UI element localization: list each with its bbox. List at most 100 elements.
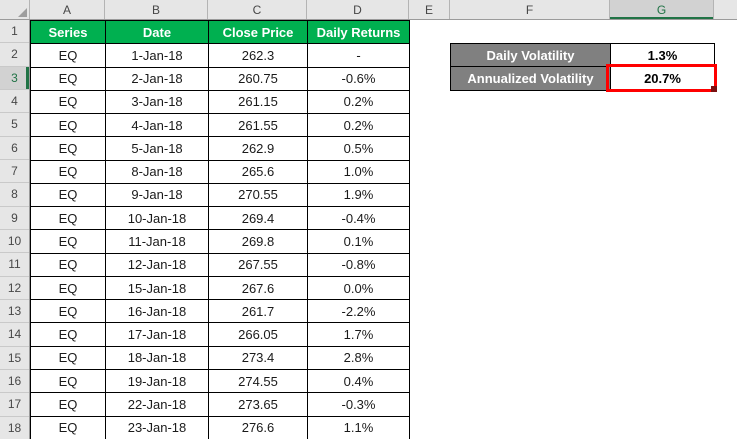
- cell-return[interactable]: -0.3%: [307, 392, 410, 417]
- cell-return[interactable]: -0.4%: [307, 206, 410, 231]
- row-header-14[interactable]: 14: [0, 323, 29, 347]
- cell-close[interactable]: 260.75: [208, 66, 308, 91]
- annualized-volatility-value[interactable]: 20.7%: [610, 66, 715, 91]
- cell-return[interactable]: -: [307, 43, 410, 68]
- cell-series[interactable]: EQ: [30, 299, 106, 324]
- cell-series[interactable]: EQ: [30, 89, 106, 115]
- cell-series[interactable]: EQ: [30, 113, 106, 138]
- column-header-b[interactable]: B: [105, 0, 208, 19]
- row-header-5[interactable]: 5: [0, 113, 29, 137]
- cell-date[interactable]: 18-Jan-18: [105, 345, 209, 370]
- cell-series[interactable]: EQ: [30, 275, 106, 301]
- header-close-price[interactable]: Close Price: [208, 19, 308, 45]
- cell-series[interactable]: EQ: [30, 136, 106, 161]
- cell-return[interactable]: 0.5%: [307, 136, 410, 161]
- cell-return[interactable]: 1.0%: [307, 159, 410, 184]
- cell-date[interactable]: 9-Jan-18: [105, 182, 209, 208]
- cell-series[interactable]: EQ: [30, 368, 106, 394]
- column-header-f[interactable]: F: [450, 0, 610, 19]
- cell-return[interactable]: 1.7%: [307, 322, 410, 347]
- cell-close[interactable]: 262.9: [208, 136, 308, 161]
- row-header-15[interactable]: 15: [0, 347, 29, 370]
- cell-return[interactable]: 2.8%: [307, 345, 410, 370]
- cell-series[interactable]: EQ: [30, 322, 106, 347]
- cell-date[interactable]: 12-Jan-18: [105, 252, 209, 277]
- cell-close[interactable]: 267.55: [208, 252, 308, 277]
- cell-return[interactable]: 0.2%: [307, 113, 410, 138]
- cell-close[interactable]: 266.05: [208, 322, 308, 347]
- cell-series[interactable]: EQ: [30, 182, 106, 208]
- cell-date[interactable]: 8-Jan-18: [105, 159, 209, 184]
- cell-close[interactable]: 261.55: [208, 113, 308, 138]
- column-header-a[interactable]: A: [30, 0, 105, 19]
- cell-series[interactable]: EQ: [30, 43, 106, 68]
- row-header-10[interactable]: 10: [0, 230, 29, 254]
- cell-close[interactable]: 265.6: [208, 159, 308, 184]
- cell-return[interactable]: 1.1%: [307, 415, 410, 439]
- row-header-9[interactable]: 9: [0, 207, 29, 230]
- cell-series[interactable]: EQ: [30, 229, 106, 254]
- cell-date[interactable]: 23-Jan-18: [105, 415, 209, 439]
- cell-series[interactable]: EQ: [30, 159, 106, 184]
- cell-return[interactable]: 0.1%: [307, 229, 410, 254]
- cell-close[interactable]: 269.8: [208, 229, 308, 254]
- cell-date[interactable]: 16-Jan-18: [105, 299, 209, 324]
- cell-return[interactable]: -0.8%: [307, 252, 410, 277]
- cell-close[interactable]: 270.55: [208, 182, 308, 208]
- cell-return[interactable]: -2.2%: [307, 299, 410, 324]
- header-daily-returns[interactable]: Daily Returns: [307, 19, 410, 45]
- row-header-13[interactable]: 13: [0, 300, 29, 324]
- row-header-11[interactable]: 11: [0, 253, 29, 277]
- cell-date[interactable]: 17-Jan-18: [105, 322, 209, 347]
- cell-series[interactable]: EQ: [30, 345, 106, 370]
- cell-return[interactable]: 0.4%: [307, 368, 410, 394]
- cell-series[interactable]: EQ: [30, 415, 106, 439]
- cell-date[interactable]: 2-Jan-18: [105, 66, 209, 91]
- cell-close[interactable]: 273.4: [208, 345, 308, 370]
- row-header-17[interactable]: 17: [0, 393, 29, 417]
- cell-return[interactable]: 0.2%: [307, 89, 410, 115]
- cell-series[interactable]: EQ: [30, 206, 106, 231]
- cell-series[interactable]: EQ: [30, 252, 106, 277]
- cell-date[interactable]: 11-Jan-18: [105, 229, 209, 254]
- cell-return[interactable]: 1.9%: [307, 182, 410, 208]
- row-header-6[interactable]: 6: [0, 137, 29, 160]
- daily-volatility-value[interactable]: 1.3%: [610, 42, 715, 68]
- header-series[interactable]: Series: [30, 19, 106, 45]
- cell-return[interactable]: -0.6%: [307, 66, 410, 91]
- cell-close[interactable]: 262.3: [208, 43, 308, 68]
- row-header-8[interactable]: 8: [0, 183, 29, 207]
- cell-date[interactable]: 4-Jan-18: [105, 113, 209, 138]
- annualized-volatility-label[interactable]: Annualized Volatility: [450, 66, 611, 91]
- row-header-18[interactable]: 18: [7, 420, 22, 435]
- row-header-4[interactable]: 4: [0, 90, 29, 114]
- cell-close[interactable]: 261.7: [208, 299, 308, 324]
- row-header-1[interactable]: 1: [0, 20, 29, 44]
- cell-date[interactable]: 5-Jan-18: [105, 136, 209, 161]
- cell-date[interactable]: 22-Jan-18: [105, 392, 209, 417]
- cell-close[interactable]: 276.6: [208, 415, 308, 439]
- row-header-16[interactable]: 16: [0, 370, 29, 394]
- column-header-e[interactable]: E: [409, 0, 450, 19]
- cell-close[interactable]: 273.65: [208, 392, 308, 417]
- column-header-partial[interactable]: [714, 0, 737, 19]
- cell-series[interactable]: EQ: [30, 66, 106, 91]
- row-header-2[interactable]: 2: [0, 43, 29, 67]
- row-header-7[interactable]: 7: [0, 160, 29, 184]
- cell-close[interactable]: 274.55: [208, 368, 308, 394]
- row-header-3-selected[interactable]: 3: [0, 66, 29, 90]
- cell-return[interactable]: 0.0%: [307, 275, 410, 301]
- cell-series[interactable]: EQ: [30, 392, 106, 417]
- row-header-12[interactable]: 12: [0, 277, 29, 300]
- cell-date[interactable]: 3-Jan-18: [105, 89, 209, 115]
- column-header-g-selected[interactable]: G: [610, 0, 714, 19]
- column-header-c[interactable]: C: [208, 0, 307, 19]
- header-date[interactable]: Date: [105, 19, 209, 45]
- daily-volatility-label[interactable]: Daily Volatility: [450, 42, 611, 68]
- cell-date[interactable]: 15-Jan-18: [105, 275, 209, 301]
- cell-close[interactable]: 267.6: [208, 275, 308, 301]
- column-header-d[interactable]: D: [307, 0, 409, 19]
- select-all-corner[interactable]: [0, 0, 30, 19]
- cell-close[interactable]: 261.15: [208, 89, 308, 115]
- cell-date[interactable]: 1-Jan-18: [105, 43, 209, 68]
